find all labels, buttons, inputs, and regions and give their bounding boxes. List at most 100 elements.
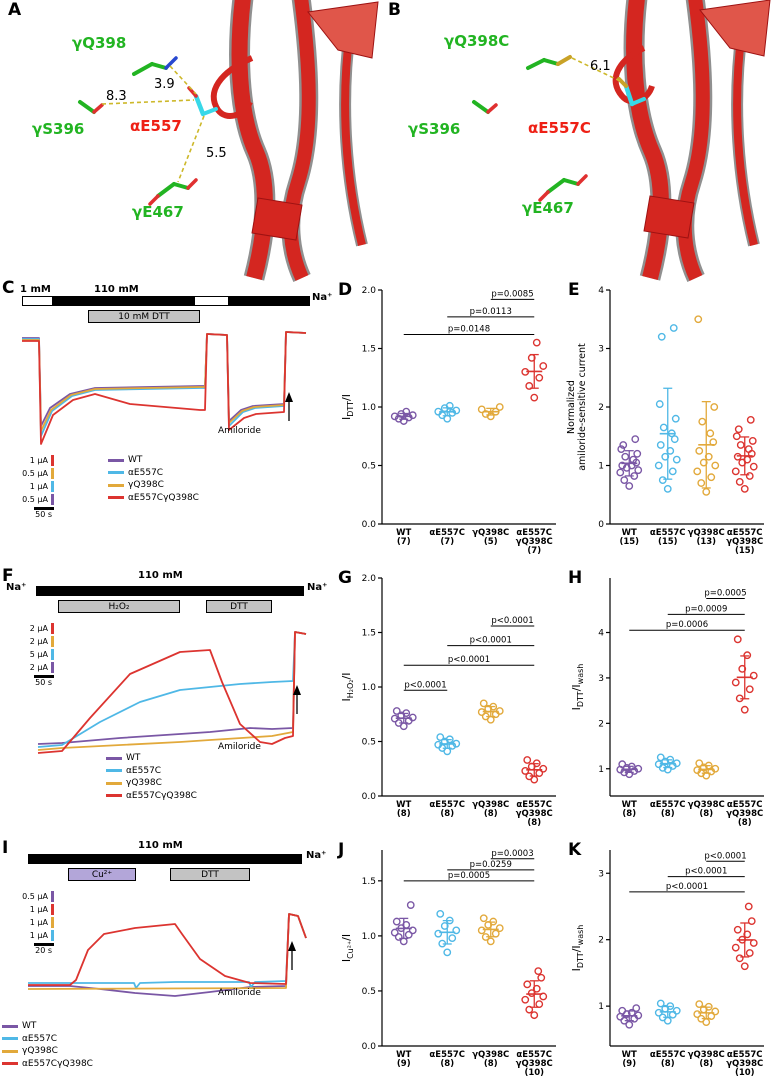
scale-bar-row: 0.5 µA <box>4 467 54 480</box>
conc-label: 110 mM <box>138 570 183 581</box>
svg-text:(7): (7) <box>397 537 411 547</box>
legend-swatch <box>106 769 122 773</box>
svg-text:0.0: 0.0 <box>362 1042 377 1052</box>
panel-e: E 0 1 2 3 4 Normalized amiloride-sensitive cur… <box>566 280 772 558</box>
svg-text:αE557C: αE557C <box>429 1050 465 1060</box>
panel-e-letter: E <box>568 280 580 300</box>
trace-double <box>37 631 307 754</box>
residue-label-e467: γE467 <box>132 203 184 221</box>
time-scale: 50 s <box>4 675 54 687</box>
svg-text:(8): (8) <box>527 818 541 828</box>
scale-bar-row: 1 µA <box>4 916 54 929</box>
panel-d-letter: D <box>338 280 353 300</box>
residue-label-s396: γS396 <box>32 120 84 138</box>
stick-e557c <box>617 77 646 107</box>
svg-text:(8): (8) <box>661 1059 675 1069</box>
trace-legend: WT αE557C γQ398C αE557CγQ398C <box>106 752 197 802</box>
svg-text:WT: WT <box>396 528 411 538</box>
legend-swatch <box>2 1062 18 1066</box>
svg-text:WT: WT <box>622 528 637 538</box>
chart-E-plot: 0 1 2 3 4 Normalized amiloride-sensitive curre… <box>566 286 764 556</box>
svg-text:(15): (15) <box>658 537 678 547</box>
svg-text:αE557C: αE557C <box>650 528 686 538</box>
svg-text:γQ398C: γQ398C <box>472 1050 509 1060</box>
legend-label: γQ398C <box>128 480 164 491</box>
scale-bar: 0.5 µA <box>22 495 48 504</box>
svg-text:p=0.0113: p=0.0113 <box>470 307 512 317</box>
svg-text:αE557C: αE557C <box>727 1050 763 1060</box>
svg-text:p=0.0003: p=0.0003 <box>491 849 533 859</box>
residue-label-s396: γS396 <box>408 120 460 138</box>
scale-label: 1 µA <box>29 482 48 491</box>
scale-bars: 0.5 µA 1 µA 1 µA 1 µA 20 s <box>4 890 54 955</box>
scale-bar <box>51 494 54 505</box>
svg-text:(8): (8) <box>699 809 713 819</box>
legend-label: αE557C <box>22 1033 58 1044</box>
stick-e557 <box>187 86 218 117</box>
svg-text:IDTT/I: IDTT/I <box>340 394 355 420</box>
svg-text:αE557C: αE557C <box>516 800 552 810</box>
ribbon <box>612 0 771 282</box>
svg-text:(15): (15) <box>735 546 755 556</box>
legend-item-ae557c: αE557C <box>106 765 197 778</box>
amiloride-arrow <box>285 392 293 421</box>
panel-b-letter: B <box>388 0 401 20</box>
trace-legend: WT αE557C γQ398C αE557CγQ398C <box>2 1020 93 1070</box>
legend-label: WT <box>22 1021 37 1032</box>
legend-item-gq398c: γQ398C <box>2 1045 93 1058</box>
scale-bar <box>51 917 54 928</box>
dtt-treatment-bar: DTT <box>170 868 250 881</box>
scale-bar-row: 2 µA <box>4 661 54 674</box>
chart-D-plot: 0.00.51.01.52.0IDTT/IWT(7)αE557C(7)γQ398… <box>340 286 556 556</box>
conc-high-label: 110 mM <box>94 284 139 295</box>
svg-text:(8): (8) <box>440 1059 454 1069</box>
stick-s396 <box>78 100 104 114</box>
svg-text:1: 1 <box>598 462 604 472</box>
scale-bar-row: 1 µA <box>4 929 54 942</box>
residue-label-e557: αE557 <box>130 117 182 135</box>
stick-e467 <box>148 178 198 206</box>
scale-bar <box>51 662 54 673</box>
time-label: 50 s <box>35 510 52 519</box>
distance-label-8-3: 8.3 <box>106 89 127 104</box>
svg-text:αE557C: αE557C <box>516 1050 552 1060</box>
svg-text:amiloride-sensitive current: amiloride-sensitive current <box>577 343 588 471</box>
svg-text:3: 3 <box>598 869 604 879</box>
trace-double <box>28 913 307 986</box>
svg-text:γQ398C: γQ398C <box>688 800 725 810</box>
distance-label-6-1: 6.1 <box>590 59 611 74</box>
svg-text:IDTT/Iwash: IDTT/Iwash <box>570 925 585 972</box>
legend-swatch <box>108 496 124 500</box>
scale-label: 0.5 µA <box>22 892 48 901</box>
panel-j-letter: J <box>338 840 345 860</box>
panel-k: K 1 2 3 IDTT/Iwash WT (9) αE557C (8) γQ398C (8) αE… <box>566 840 772 1080</box>
legend-swatch <box>106 794 122 798</box>
trace-ae557c <box>22 331 307 437</box>
svg-text:IH₂O₂/I: IH₂O₂/I <box>340 673 355 702</box>
panel-f: F 110 mM Na⁺ Na⁺ H₂O₂ DTT Amiloride 2 µA… <box>0 566 334 834</box>
svg-text:WT: WT <box>622 800 637 810</box>
amiloride-label: Amiloride <box>218 988 261 998</box>
legend-label: αE557C <box>126 765 162 776</box>
svg-text:γQ398C: γQ398C <box>726 1059 763 1069</box>
svg-text:γQ398C: γQ398C <box>726 537 763 547</box>
amiloride-arrow <box>293 685 301 714</box>
svg-text:(8): (8) <box>699 1059 713 1069</box>
panel-h-letter: H <box>568 568 583 588</box>
distance-line-8-3 <box>101 99 195 105</box>
svg-text:2: 2 <box>598 719 604 729</box>
svg-text:2.0: 2.0 <box>362 574 377 584</box>
legend-label: αE557CγQ398C <box>22 1058 93 1069</box>
svg-text:0.5: 0.5 <box>362 462 376 472</box>
h2o2-treatment-label: H₂O₂ <box>108 601 130 612</box>
svg-text:2: 2 <box>598 403 604 413</box>
time-bar <box>34 943 54 946</box>
current-traces <box>27 913 307 997</box>
trace-double <box>22 331 307 445</box>
svg-text:p=0.0085: p=0.0085 <box>491 289 533 299</box>
svg-text:(9): (9) <box>622 1059 636 1069</box>
copper-treatment-label: Cu²⁺ <box>91 869 113 880</box>
svg-text:αE557C: αE557C <box>650 1050 686 1060</box>
scale-label: 1 µA <box>29 905 48 914</box>
time-bar <box>34 675 54 678</box>
